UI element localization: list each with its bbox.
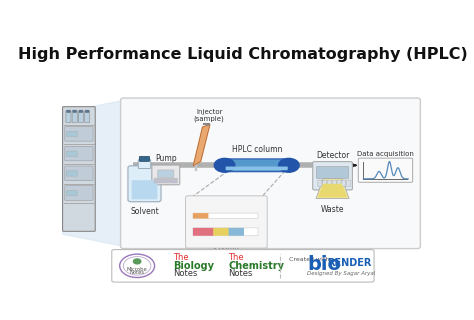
FancyBboxPatch shape: [132, 180, 157, 199]
FancyBboxPatch shape: [327, 171, 338, 179]
FancyBboxPatch shape: [65, 186, 93, 200]
Polygon shape: [318, 184, 347, 197]
FancyBboxPatch shape: [85, 110, 89, 113]
Text: Data acquisition: Data acquisition: [357, 151, 414, 157]
Ellipse shape: [123, 257, 151, 275]
Text: The: The: [228, 253, 244, 262]
FancyBboxPatch shape: [152, 165, 180, 185]
FancyBboxPatch shape: [128, 166, 161, 202]
FancyBboxPatch shape: [84, 111, 90, 123]
FancyBboxPatch shape: [226, 166, 288, 170]
Text: Solvent: Solvent: [130, 207, 159, 216]
FancyBboxPatch shape: [78, 111, 83, 123]
Text: Created with: Created with: [289, 257, 329, 262]
Text: Pump: Pump: [155, 154, 177, 163]
Text: High Performance Liquid Chromatography (HPLC): High Performance Liquid Chromatography (…: [18, 47, 468, 62]
FancyBboxPatch shape: [65, 127, 93, 141]
Polygon shape: [316, 178, 349, 198]
FancyBboxPatch shape: [112, 250, 374, 282]
Text: bio: bio: [307, 255, 341, 274]
Text: The: The: [173, 253, 189, 262]
FancyBboxPatch shape: [72, 111, 77, 123]
FancyBboxPatch shape: [120, 98, 420, 249]
FancyBboxPatch shape: [66, 110, 70, 113]
Text: HPLC column: HPLC column: [231, 146, 282, 155]
FancyBboxPatch shape: [79, 110, 83, 113]
FancyBboxPatch shape: [66, 131, 77, 137]
Polygon shape: [193, 124, 210, 165]
FancyBboxPatch shape: [66, 190, 77, 196]
Text: Waste: Waste: [321, 205, 344, 214]
FancyBboxPatch shape: [221, 159, 292, 172]
FancyBboxPatch shape: [139, 156, 150, 161]
FancyBboxPatch shape: [186, 196, 267, 248]
FancyBboxPatch shape: [318, 180, 322, 187]
Ellipse shape: [119, 254, 155, 277]
FancyBboxPatch shape: [65, 166, 93, 180]
Text: Separate
mixture
component: Separate mixture component: [207, 245, 246, 266]
FancyBboxPatch shape: [193, 228, 258, 236]
FancyBboxPatch shape: [66, 151, 77, 156]
Text: Biology: Biology: [173, 261, 214, 271]
FancyBboxPatch shape: [323, 180, 327, 187]
FancyBboxPatch shape: [73, 110, 76, 113]
Text: RENDER: RENDER: [328, 258, 372, 268]
FancyBboxPatch shape: [193, 213, 258, 219]
FancyBboxPatch shape: [65, 146, 93, 161]
FancyBboxPatch shape: [316, 166, 349, 178]
Text: Notes: Notes: [173, 269, 198, 278]
Circle shape: [134, 259, 141, 264]
Circle shape: [279, 158, 299, 172]
FancyBboxPatch shape: [358, 158, 413, 182]
Text: Injector
(sample): Injector (sample): [194, 109, 225, 122]
FancyBboxPatch shape: [342, 180, 346, 187]
FancyBboxPatch shape: [66, 111, 71, 123]
FancyBboxPatch shape: [332, 180, 336, 187]
FancyBboxPatch shape: [193, 228, 214, 236]
FancyBboxPatch shape: [328, 180, 331, 187]
Text: Chemistry: Chemistry: [228, 261, 284, 271]
FancyBboxPatch shape: [158, 170, 174, 177]
FancyBboxPatch shape: [193, 213, 209, 219]
FancyBboxPatch shape: [138, 160, 151, 169]
FancyBboxPatch shape: [346, 180, 351, 187]
FancyBboxPatch shape: [213, 228, 229, 236]
Text: Microbe: Microbe: [127, 267, 147, 272]
Text: Designed By Sagar Aryal: Designed By Sagar Aryal: [307, 271, 375, 276]
FancyBboxPatch shape: [313, 162, 352, 190]
FancyBboxPatch shape: [337, 180, 341, 187]
Circle shape: [214, 158, 235, 172]
FancyBboxPatch shape: [228, 228, 244, 236]
FancyBboxPatch shape: [63, 107, 95, 231]
Text: Detector: Detector: [316, 151, 349, 160]
Text: Notes: Notes: [129, 270, 145, 275]
FancyBboxPatch shape: [66, 171, 77, 176]
Polygon shape: [63, 100, 125, 247]
Text: Notes: Notes: [228, 269, 253, 278]
FancyBboxPatch shape: [154, 178, 178, 183]
